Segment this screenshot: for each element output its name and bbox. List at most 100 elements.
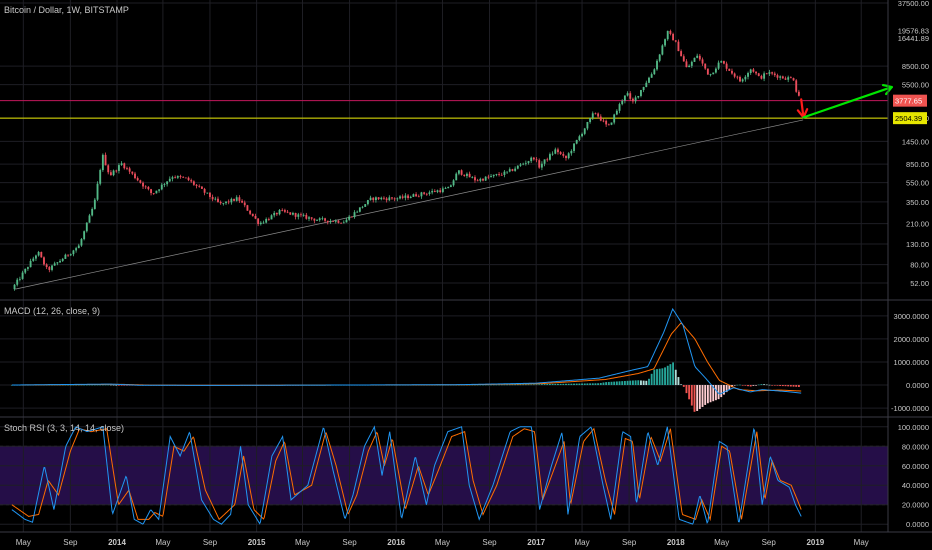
candle-body xyxy=(179,176,182,177)
price-axis-label: 5500.00 xyxy=(902,81,929,90)
macd-histogram-bar xyxy=(739,384,741,386)
macd-histogram-bar xyxy=(797,385,800,387)
candle-body xyxy=(522,163,525,165)
candle-body xyxy=(685,61,688,68)
macd-histogram-bar xyxy=(677,377,680,386)
macd-histogram-bar xyxy=(107,384,110,386)
candle-body xyxy=(607,124,610,126)
macd-histogram-bar xyxy=(589,383,592,386)
candle-body xyxy=(391,197,393,199)
price-axis-label: 8500.00 xyxy=(902,62,929,71)
candle-body xyxy=(428,192,431,194)
candle-body xyxy=(96,183,99,200)
candle-body xyxy=(776,75,779,78)
price-pane[interactable] xyxy=(0,29,893,291)
macd-histogram-bar xyxy=(495,384,498,386)
candle-body xyxy=(557,149,559,153)
candle-body xyxy=(666,30,669,40)
macd-histogram-bar xyxy=(693,385,696,412)
macd-histogram-bar xyxy=(538,384,541,386)
candle-body xyxy=(313,218,316,221)
candle-body xyxy=(637,95,640,98)
macd-histogram-bar xyxy=(599,382,602,386)
candle-body xyxy=(613,114,616,123)
candle-body xyxy=(532,157,535,160)
price-axis-label: 16441.89 xyxy=(898,34,929,43)
candle-body xyxy=(645,82,648,88)
macd-histogram-bar xyxy=(760,384,763,386)
x-axis-label: May xyxy=(155,538,170,547)
candle-body xyxy=(516,165,519,169)
macd-histogram-bar xyxy=(557,383,559,386)
macd-line xyxy=(11,307,802,395)
candle-body xyxy=(594,113,597,115)
candle-body xyxy=(621,100,624,105)
candle-body xyxy=(423,192,426,194)
candle-body xyxy=(16,279,19,285)
candle-body xyxy=(792,78,795,81)
candle-body xyxy=(765,73,768,75)
pane-separators[interactable] xyxy=(0,299,932,533)
candle-body xyxy=(597,113,600,117)
candle-body xyxy=(112,170,115,176)
macd-histogram-bar xyxy=(10,385,13,386)
candle-body xyxy=(24,268,27,273)
candle-body xyxy=(562,153,565,156)
price-label-box xyxy=(893,94,927,107)
x-axis-label: Sep xyxy=(622,538,637,547)
candle-body xyxy=(527,161,530,163)
candle-body xyxy=(235,197,238,201)
macd-histogram-bar xyxy=(96,384,99,386)
candle-body xyxy=(565,155,567,159)
macd-histogram-bar xyxy=(720,385,723,398)
candle-body xyxy=(209,192,211,197)
candle-body xyxy=(447,186,450,189)
price-axis-label: 350.00 xyxy=(906,198,929,207)
macd-histogram-bar xyxy=(698,385,701,409)
candle-body xyxy=(281,209,284,211)
macd-histogram-bar xyxy=(631,380,634,386)
candle-body xyxy=(771,72,774,74)
candle-body xyxy=(192,181,195,185)
candle-body xyxy=(698,55,701,60)
candle-body xyxy=(383,197,385,199)
macd-histogram-bar xyxy=(570,383,573,386)
stoch-rsi-pane[interactable] xyxy=(11,425,802,525)
candle-body xyxy=(573,143,575,151)
candle-body xyxy=(61,258,64,261)
candle-body xyxy=(484,176,487,181)
price-label: 3777.65 xyxy=(895,97,922,106)
candle-body xyxy=(155,190,158,194)
candle-body xyxy=(779,76,782,78)
candle-body xyxy=(749,69,752,73)
candle-body xyxy=(712,72,715,75)
macd-histogram-bar xyxy=(656,369,658,386)
candle-body xyxy=(519,164,522,166)
candle-body xyxy=(535,159,538,161)
macd-histogram-bar xyxy=(658,368,661,386)
candle-body xyxy=(648,77,650,83)
candle-body xyxy=(586,122,589,129)
price-axis-label: 550.00 xyxy=(906,179,929,188)
candle-body xyxy=(64,254,67,259)
candle-body xyxy=(131,171,134,174)
candle-body xyxy=(270,215,273,220)
candle-body xyxy=(476,180,479,182)
candle-body xyxy=(575,139,578,144)
candle-body xyxy=(67,254,70,256)
price-axis-label: 37500.00 xyxy=(898,0,929,8)
candle-body xyxy=(348,216,351,220)
macd-histogram-bar xyxy=(492,384,495,386)
macd-histogram-bar xyxy=(546,384,549,386)
macd-histogram-bar xyxy=(476,384,479,386)
macd-histogram-bar xyxy=(640,380,642,386)
macd-histogram-bar xyxy=(765,384,768,386)
macd-histogram-bar xyxy=(610,381,613,386)
macd-histogram-bar xyxy=(634,380,637,386)
macd-histogram-bar xyxy=(706,385,709,404)
candle-body xyxy=(120,163,123,166)
candle-body xyxy=(21,272,24,279)
macd-pane[interactable] xyxy=(10,307,802,412)
macd-histogram-bar xyxy=(629,380,632,386)
